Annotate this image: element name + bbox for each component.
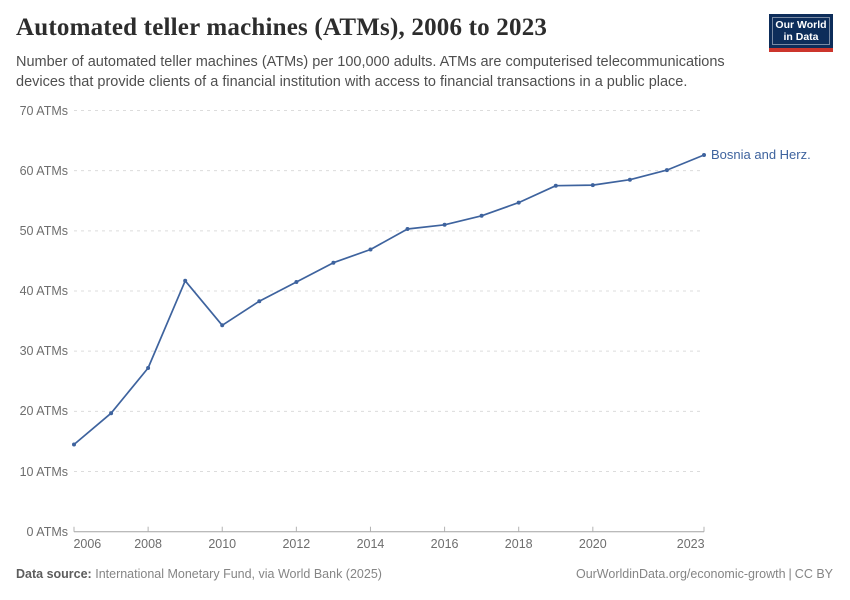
license-link[interactable]: CC BY [794,567,833,581]
data-point-marker [664,168,669,173]
owid-logo[interactable]: Our World in Data [769,14,833,52]
data-point-marker [294,280,299,284]
chart-footer: Data source: International Monetary Fund… [16,566,833,582]
chart-subtitle: Number of automated teller machines (ATM… [16,54,725,90]
footer-links: OurWorldinData.org/economic-growth | CC BY [576,566,833,582]
data-point-marker [183,278,188,283]
data-source-value: International Monetary Fund, via World B… [95,567,382,581]
data-point-marker [257,299,262,304]
data-point-marker [368,247,373,252]
data-point-marker [553,183,558,188]
owid-logo-line1: Our World [775,18,827,31]
owid-url-link[interactable]: OurWorldinData.org/economic-growth [575,567,786,581]
data-point-marker [442,222,447,227]
owid-logo-line2: in Data [783,31,819,43]
data-source-label: Data source: [16,567,92,581]
owid-logo-box: Our World in Data [769,14,833,48]
data-point-marker [72,442,76,447]
owid-logo-text: Our World in Data [772,17,830,45]
data-point-marker [590,183,595,188]
data-point-marker [109,411,114,416]
series-line[interactable] [73,154,705,446]
data-point-marker [702,153,706,157]
data-point-marker [220,323,225,328]
footer-separator: | [788,567,792,581]
data-point-marker [479,213,484,218]
data-point-marker [516,200,521,205]
data-point-marker [331,260,336,265]
owid-logo-red-stripe [769,48,833,52]
series-label[interactable]: Bosnia and Herz. [711,147,811,163]
data-point-marker [146,366,151,370]
data-source: Data source: International Monetary Fund… [16,566,382,582]
data-point-marker [627,177,632,182]
data-point-marker [405,227,410,231]
chart-title: Automated teller machines (ATMs), 2006 t… [16,14,548,41]
